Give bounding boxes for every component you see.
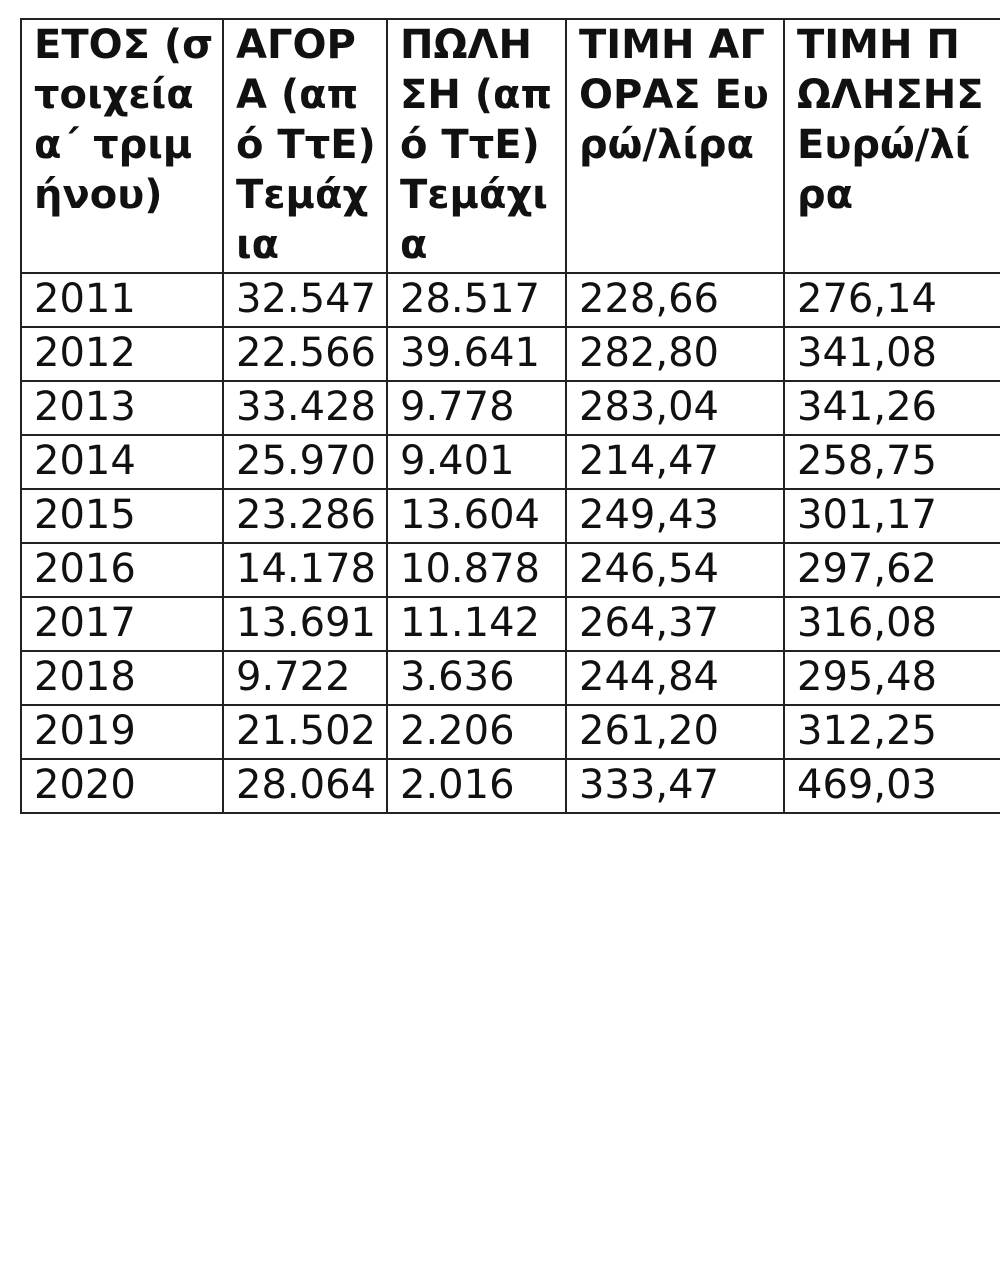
table-cell: 246,54 (565, 542, 785, 598)
table-cell: 244,84 (565, 650, 785, 706)
table-cell: 13.604 (386, 488, 567, 544)
header-cell: ΤΙΜΗ ΠΩΛΗΣΗΣ Ευρώ/λίρα (783, 18, 1000, 274)
data-table: ΕΤΟΣ (στοιχεία α΄ τριμήνου) ΑΓΟΡΑ (από Ττ… (20, 18, 1000, 814)
table-row: 2011 32.547 28.517 228,66 276,14 (20, 272, 1000, 328)
header-cell: ΕΤΟΣ (στοιχεία α΄ τριμήνου) (20, 18, 224, 274)
table-row: 2019 21.502 2.206 261,20 312,25 (20, 704, 1000, 760)
table-cell: 333,47 (565, 758, 785, 814)
table-cell: 2013 (20, 380, 224, 436)
table-cell: 228,66 (565, 272, 785, 328)
table-row: 2012 22.566 39.641 282,80 341,08 (20, 326, 1000, 382)
table-cell: 249,43 (565, 488, 785, 544)
table-container: ΕΤΟΣ (στοιχεία α΄ τριμήνου) ΑΓΟΡΑ (από Ττ… (20, 18, 1000, 814)
table-cell: 33.428 (222, 380, 388, 436)
table-cell: 282,80 (565, 326, 785, 382)
table-cell: 2014 (20, 434, 224, 490)
table-cell: 22.566 (222, 326, 388, 382)
table-cell: 341,08 (783, 326, 1000, 382)
table-cell: 301,17 (783, 488, 1000, 544)
table-cell: 32.547 (222, 272, 388, 328)
table-cell: 312,25 (783, 704, 1000, 760)
table-cell: 2012 (20, 326, 224, 382)
table-row: 2014 25.970 9.401 214,47 258,75 (20, 434, 1000, 490)
table-body: 2011 32.547 28.517 228,66 276,14 2012 22.566 39… (20, 272, 1000, 814)
table-cell: 264,37 (565, 596, 785, 652)
table-cell: 2018 (20, 650, 224, 706)
table-cell: 2011 (20, 272, 224, 328)
header-cell: ΠΩΛΗΣΗ (από ΤτΕ) Τεμάχια (386, 18, 567, 274)
table-cell: 2015 (20, 488, 224, 544)
table-cell: 9.778 (386, 380, 567, 436)
table-cell: 295,48 (783, 650, 1000, 706)
table-cell: 28.064 (222, 758, 388, 814)
header-cell: ΑΓΟΡΑ (από ΤτΕ) Τεμάχια (222, 18, 388, 274)
table-cell: 14.178 (222, 542, 388, 598)
table-cell: 2019 (20, 704, 224, 760)
table-cell: 2016 (20, 542, 224, 598)
table-cell: 214,47 (565, 434, 785, 490)
table-row: 2015 23.286 13.604 249,43 301,17 (20, 488, 1000, 544)
table-cell: 2.016 (386, 758, 567, 814)
table-cell: 341,26 (783, 380, 1000, 436)
table-cell: 469,03 (783, 758, 1000, 814)
header-cell: ΤΙΜΗ ΑΓΟΡΑΣ Ευρώ/λίρα (565, 18, 785, 274)
table-row: 2016 14.178 10.878 246,54 297,62 (20, 542, 1000, 598)
table-cell: 9.722 (222, 650, 388, 706)
table-cell: 2020 (20, 758, 224, 814)
header-row: ΕΤΟΣ (στοιχεία α΄ τριμήνου) ΑΓΟΡΑ (από Ττ… (20, 18, 1000, 274)
table-cell: 2017 (20, 596, 224, 652)
table-row: 2017 13.691 11.142 264,37 316,08 (20, 596, 1000, 652)
table-row: 2020 28.064 2.016 333,47 469,03 (20, 758, 1000, 814)
table-cell: 261,20 (565, 704, 785, 760)
table-cell: 39.641 (386, 326, 567, 382)
table-cell: 10.878 (386, 542, 567, 598)
table-cell: 9.401 (386, 434, 567, 490)
table-cell: 11.142 (386, 596, 567, 652)
table-row: 2018 9.722 3.636 244,84 295,48 (20, 650, 1000, 706)
table-cell: 276,14 (783, 272, 1000, 328)
table-cell: 28.517 (386, 272, 567, 328)
table-row: 2013 33.428 9.778 283,04 341,26 (20, 380, 1000, 436)
table-cell: 23.286 (222, 488, 388, 544)
table-cell: 3.636 (386, 650, 567, 706)
table-cell: 316,08 (783, 596, 1000, 652)
table-cell: 21.502 (222, 704, 388, 760)
table-cell: 25.970 (222, 434, 388, 490)
table-cell: 297,62 (783, 542, 1000, 598)
table-cell: 2.206 (386, 704, 567, 760)
table-cell: 258,75 (783, 434, 1000, 490)
table-cell: 13.691 (222, 596, 388, 652)
table-cell: 283,04 (565, 380, 785, 436)
